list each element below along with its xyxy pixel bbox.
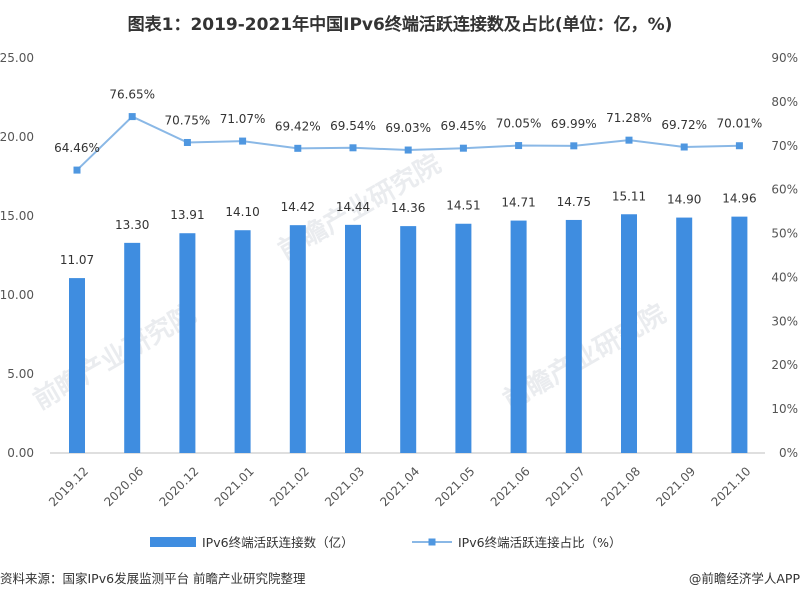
- line-value-label: 70.75%: [165, 113, 211, 127]
- left-tick-label: 10.00: [0, 288, 34, 302]
- right-tick-label: 50%: [771, 227, 798, 241]
- x-tick-label: 2020.06: [101, 464, 146, 509]
- left-tick-label: 15.00: [0, 209, 34, 223]
- x-tick-label: 2021.06: [488, 464, 533, 509]
- bar: [400, 226, 417, 453]
- line-point: [294, 144, 302, 152]
- line-value-label: 69.42%: [275, 119, 321, 133]
- line-value-label: 70.05%: [496, 117, 542, 131]
- left-tick-label: 0.00: [7, 446, 34, 460]
- line-point: [73, 166, 81, 174]
- line-value-label: 69.45%: [441, 119, 487, 133]
- legend-bar-label: IPv6终端活跃连接数（亿）: [202, 535, 354, 550]
- bar-value-label: 11.07: [60, 253, 94, 267]
- bar-value-label: 14.75: [557, 195, 591, 209]
- x-tick-label: 2021.01: [212, 464, 257, 509]
- x-tick-label: 2021.03: [322, 464, 367, 509]
- source-note: 资料来源：国家IPv6发展监测平台 前瞻产业研究院整理: [0, 571, 306, 586]
- line-point: [459, 144, 467, 152]
- line-point: [625, 136, 633, 144]
- line-value-label: 69.03%: [385, 121, 431, 135]
- line-point: [349, 144, 357, 152]
- bar: [731, 216, 748, 453]
- bar-value-label: 15.11: [612, 189, 646, 203]
- legend: IPv6终端活跃连接数（亿） IPv6终端活跃连接占比（%）: [150, 535, 621, 550]
- bar-value-label: 14.51: [446, 199, 480, 213]
- bar: [234, 230, 251, 453]
- legend-line-marker: [428, 538, 436, 546]
- left-tick-label: 20.00: [0, 130, 34, 144]
- bar: [676, 217, 693, 453]
- bar: [289, 225, 306, 453]
- x-tick-label: 2021.10: [709, 464, 754, 509]
- bar: [345, 224, 361, 453]
- bar: [565, 219, 582, 453]
- bar-series: 11.07 13.30 13.91 14.10 14.42 14.44 14.36 14.51…: [60, 189, 757, 453]
- right-tick-label: 0%: [779, 446, 798, 460]
- bar: [179, 233, 196, 453]
- line-value-label: 71.07%: [220, 112, 266, 126]
- x-tick-label: 2021.09: [653, 464, 698, 509]
- bar: [510, 220, 527, 453]
- line-value-label: 64.46%: [54, 141, 100, 155]
- x-tick-label: 2021.02: [267, 464, 312, 509]
- bar-value-label: 14.44: [336, 200, 370, 214]
- line-value-label: 69.99%: [551, 117, 597, 131]
- right-tick-label: 80%: [771, 95, 798, 109]
- line-point: [570, 142, 578, 150]
- right-tick-label: 10%: [771, 402, 798, 416]
- legend-line-label: IPv6终端活跃连接占比（%）: [458, 535, 621, 550]
- line-value-label: 69.72%: [661, 118, 707, 132]
- line-point: [404, 146, 412, 154]
- left-tick-label: 5.00: [7, 367, 34, 381]
- right-tick-label: 30%: [771, 314, 798, 328]
- line-value-label: 71.28%: [606, 111, 652, 125]
- legend-bar-swatch: [150, 537, 196, 547]
- left-tick-label: 25.00: [0, 51, 34, 65]
- x-tick-label: 2019.12: [46, 464, 91, 509]
- bar-value-label: 14.42: [281, 200, 315, 214]
- right-tick-label: 20%: [771, 358, 798, 372]
- bar-value-label: 13.30: [115, 218, 149, 232]
- line-point: [239, 137, 247, 145]
- bar-value-label: 14.71: [501, 196, 535, 210]
- bar: [124, 242, 141, 453]
- chart-title: 图表1：2019-2021年中国IPv6终端活跃连接数及占比(单位：亿，%): [127, 15, 673, 35]
- bar-value-label: 14.10: [225, 205, 259, 219]
- x-tick-label: 2020.12: [157, 464, 202, 509]
- bar: [455, 223, 472, 453]
- line-point: [680, 143, 688, 151]
- bar: [69, 278, 85, 453]
- x-axis-ticks: 2019.12 2020.06 2020.12 2021.01 2021.02 2021.…: [46, 464, 753, 509]
- line-value-label: 76.65%: [109, 88, 155, 102]
- x-tick-label: 2021.05: [433, 464, 478, 509]
- watermark-1: 前瞻产业研究院: [28, 298, 201, 416]
- right-axis-ticks: 90% 80% 70% 60% 50% 40% 30% 20% 10% 0%: [771, 51, 798, 460]
- left-axis-ticks: 25.00 20.00 15.00 10.00 5.00 0.00: [0, 51, 34, 460]
- right-tick-label: 40%: [771, 270, 798, 284]
- right-tick-label: 60%: [771, 183, 798, 197]
- right-tick-label: 70%: [771, 139, 798, 153]
- line-value-label: 70.01%: [717, 117, 763, 131]
- line-point: [515, 142, 523, 150]
- bar-value-label: 14.96: [722, 192, 756, 206]
- line-point: [735, 142, 743, 150]
- x-tick-label: 2021.04: [377, 464, 422, 509]
- line-value-label: 69.54%: [330, 119, 376, 133]
- line-point: [128, 113, 136, 121]
- bar-value-label: 13.91: [170, 208, 204, 222]
- bar: [621, 214, 637, 453]
- line-point: [183, 138, 191, 146]
- x-tick-label: 2021.07: [543, 464, 588, 509]
- bar-value-label: 14.36: [391, 201, 425, 215]
- x-tick-label: 2021.08: [598, 464, 643, 509]
- credit-note: @前瞻经济学人APP: [688, 571, 800, 586]
- right-tick-label: 90%: [771, 51, 798, 65]
- bar-value-label: 14.90: [667, 193, 701, 207]
- line-series: 64.46% 76.65% 70.75% 71.07% 69.42% 69.54% 69.0…: [54, 88, 762, 174]
